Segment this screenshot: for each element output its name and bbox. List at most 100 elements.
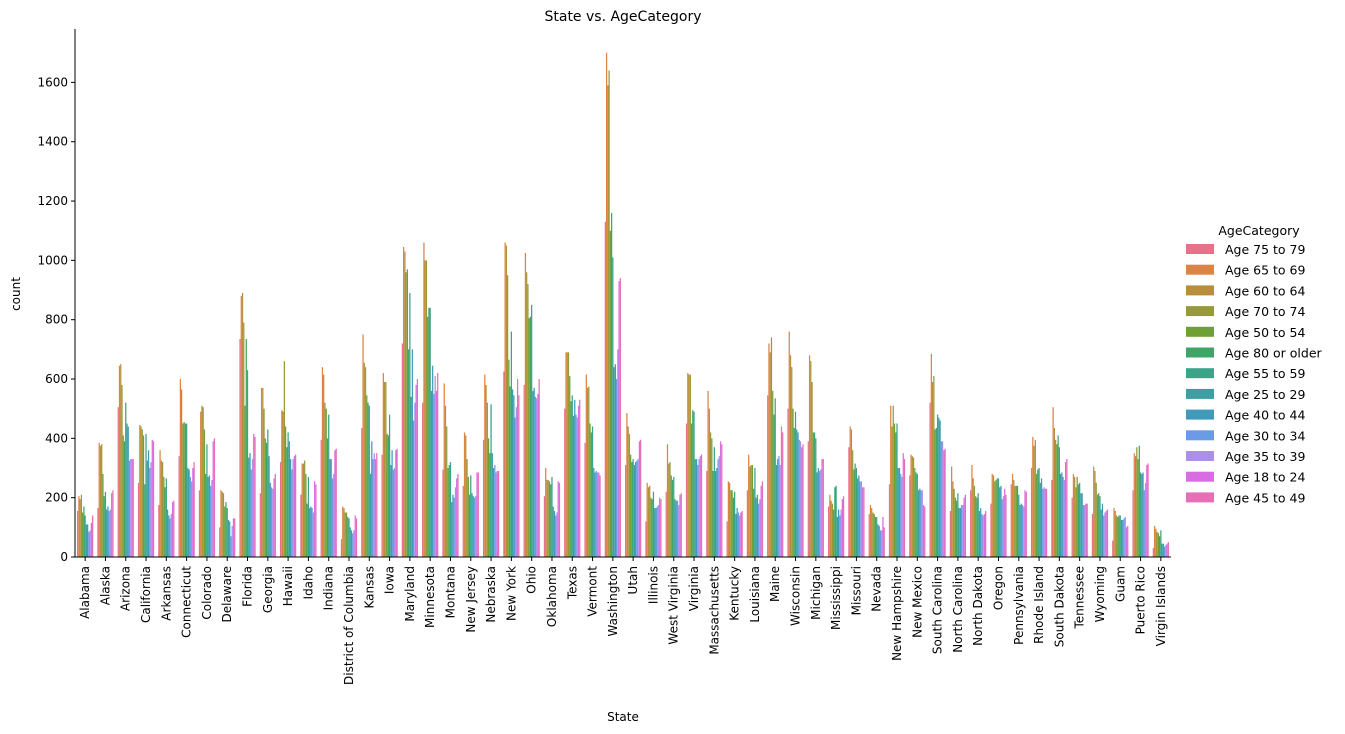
legend-label: Age 60 to 64: [1225, 283, 1306, 298]
bar: [462, 485, 464, 557]
bar: [1064, 462, 1067, 557]
bar: [310, 506, 312, 557]
bar: [1142, 472, 1144, 557]
bar: [882, 516, 884, 557]
bar: [778, 456, 780, 557]
bar: [166, 509, 169, 557]
bar: [818, 470, 821, 557]
bar: [579, 399, 581, 557]
bar: [680, 493, 682, 557]
bar: [982, 515, 984, 557]
bar: [85, 524, 88, 557]
bar: [1051, 479, 1053, 557]
bar: [444, 405, 447, 557]
bar: [949, 511, 952, 557]
x-tick-label: Hawaii: [281, 566, 295, 606]
bar: [570, 401, 572, 557]
bar: [709, 432, 712, 557]
bar: [954, 497, 957, 557]
bar: [169, 518, 171, 557]
bar: [666, 444, 669, 557]
x-axis: Alabama Alaska Arizona California Arkansas Co…: [75, 556, 1171, 685]
bar: [688, 374, 690, 557]
bar: [970, 490, 972, 557]
x-tick-label: Minnesota: [423, 566, 437, 628]
bar: [264, 438, 266, 557]
bar: [760, 485, 762, 557]
bar: [1010, 484, 1012, 557]
bar: [140, 426, 142, 557]
bar: [963, 497, 965, 557]
bar: [548, 481, 551, 557]
bar: [1136, 447, 1138, 557]
bar: [1132, 490, 1134, 557]
x-tick-label: Iowa: [383, 566, 397, 594]
bar: [1144, 482, 1147, 557]
bar: [737, 512, 739, 557]
bar: [638, 441, 641, 557]
bar: [991, 473, 993, 557]
bar: [403, 247, 405, 557]
bar: [546, 479, 548, 557]
bar: [152, 441, 155, 557]
bar: [1043, 487, 1045, 557]
bar: [350, 530, 353, 557]
bar: [231, 525, 233, 557]
bar: [842, 496, 845, 557]
bar: [652, 491, 655, 557]
bar: [514, 417, 516, 557]
x-tick-label: Kansas: [362, 566, 376, 608]
bar: [150, 462, 152, 557]
bar: [168, 515, 170, 557]
bar: [1058, 447, 1060, 557]
bar: [731, 490, 733, 557]
bar: [496, 470, 498, 557]
bar: [292, 459, 294, 557]
bar: [497, 470, 500, 557]
bar: [729, 482, 731, 557]
bar: [363, 362, 365, 557]
bar: [983, 513, 986, 557]
bar: [225, 502, 227, 557]
bar: [656, 506, 658, 557]
bar: [836, 516, 838, 557]
bar: [1055, 439, 1057, 557]
bar: [953, 488, 955, 557]
x-tick-label: Louisiana: [748, 566, 762, 623]
bar: [595, 470, 597, 557]
bar: [755, 497, 757, 557]
bar: [980, 508, 982, 557]
bar: [831, 503, 833, 557]
bar: [349, 527, 351, 557]
x-tick-label: North Carolina: [951, 566, 965, 653]
bar: [944, 448, 946, 557]
bar: [687, 373, 689, 557]
legend-swatch: [1186, 264, 1214, 275]
bar: [869, 505, 872, 557]
bar: [1040, 478, 1043, 557]
bar: [178, 456, 180, 557]
bar: [471, 493, 473, 557]
bar: [127, 426, 129, 557]
bar: [996, 478, 998, 557]
bar: [841, 499, 843, 557]
bar: [693, 411, 695, 557]
bar: [1023, 506, 1025, 557]
bar: [396, 448, 398, 557]
bar: [726, 521, 728, 557]
legend-swatch: [1186, 471, 1214, 482]
bar: [1014, 485, 1016, 557]
bar: [1113, 508, 1115, 557]
bar: [1091, 513, 1094, 557]
bar: [393, 468, 396, 557]
bar: [1037, 469, 1039, 557]
bar: [822, 459, 824, 557]
series-age-18-to-24: [90, 281, 1168, 557]
bar: [797, 432, 799, 557]
bar: [189, 476, 191, 557]
x-tick-label: Guam: [1113, 566, 1127, 602]
bar: [1053, 427, 1055, 557]
bar: [1024, 490, 1026, 557]
bar: [670, 475, 672, 557]
bar: [1066, 459, 1068, 557]
